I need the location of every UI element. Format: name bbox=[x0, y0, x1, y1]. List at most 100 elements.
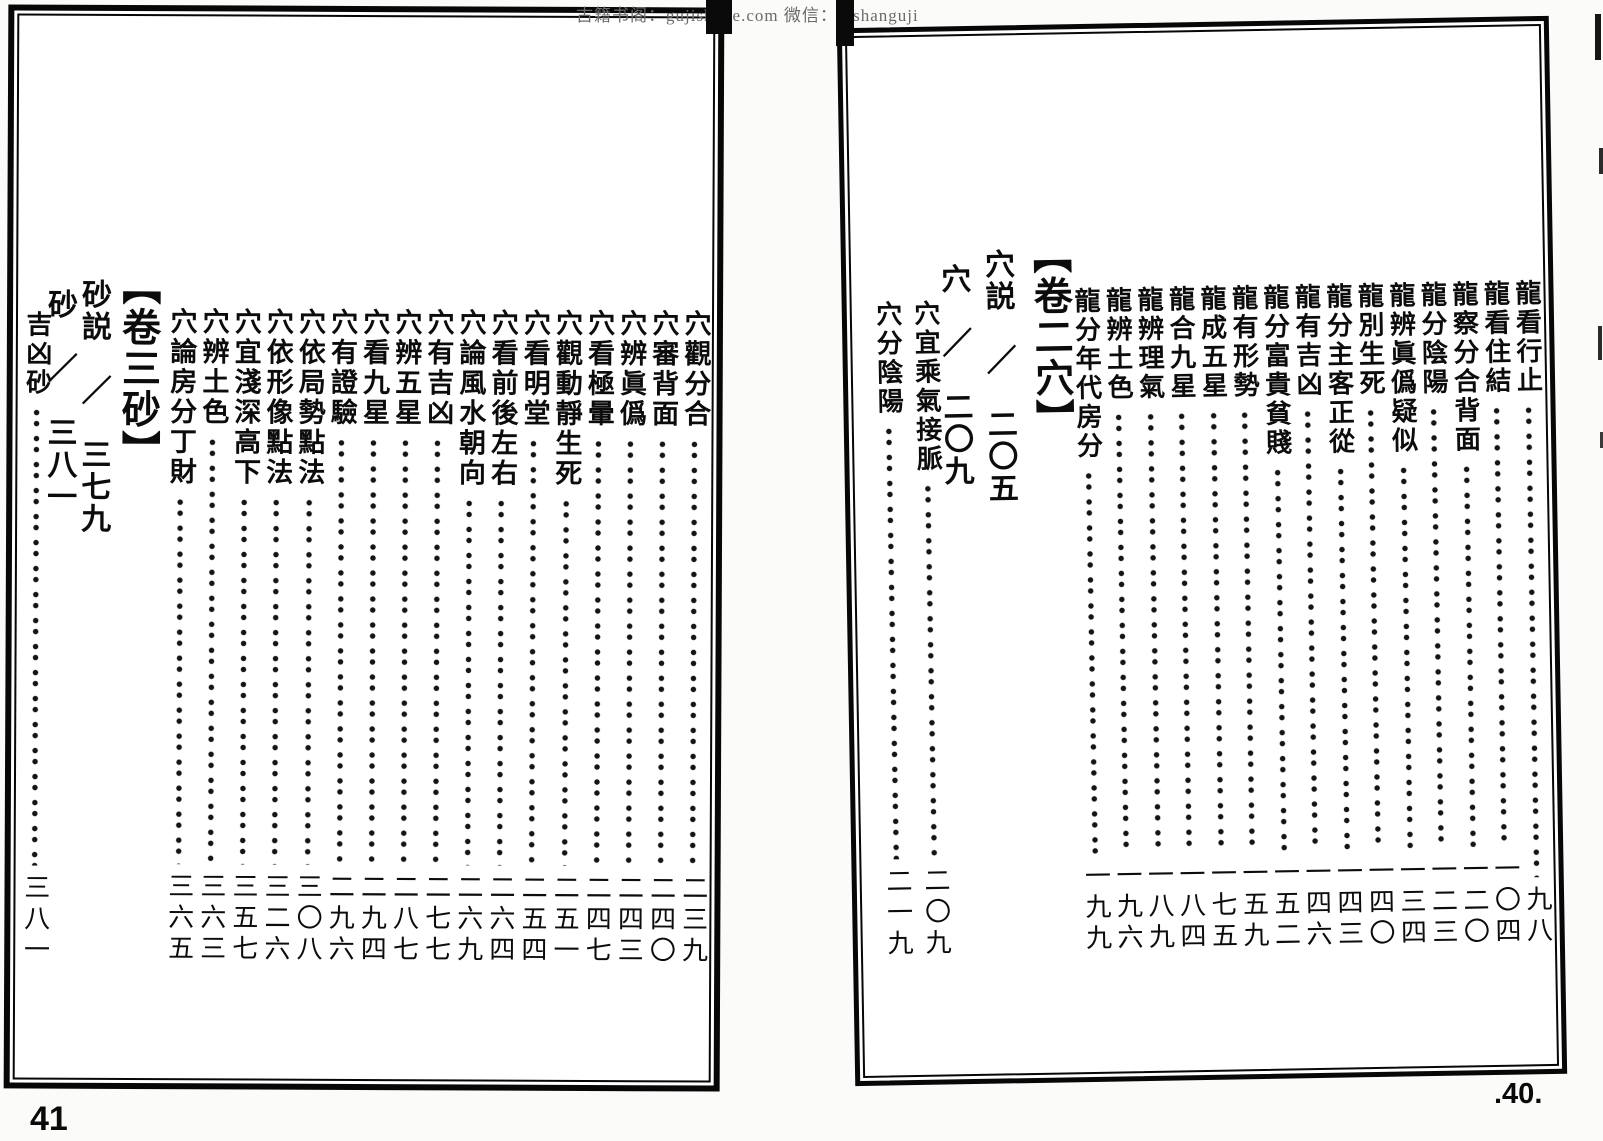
dotted-leader bbox=[621, 438, 638, 867]
toc-entry: 穴辨土色 三六三 bbox=[194, 307, 229, 965]
toc-entry-title: 穴辨土色 bbox=[198, 307, 229, 428]
toc-entry: 穴論房分丁財 三六五 bbox=[162, 307, 197, 965]
toc-entry-page: 一八九 bbox=[1144, 860, 1175, 955]
dotted-leader bbox=[1111, 411, 1134, 854]
toc-entry-title: 龍分年代房分 bbox=[1070, 286, 1103, 462]
toc-entry-page: 三〇八 bbox=[292, 872, 323, 966]
toc-entry-title: 穴依局勢點法 bbox=[294, 307, 326, 488]
dotted-leader bbox=[1426, 405, 1449, 848]
toc-entry-page: 二五四 bbox=[517, 873, 548, 967]
toc-entry-title: 龍合九星 bbox=[1165, 285, 1197, 402]
dotted-leader bbox=[364, 437, 381, 866]
toc-entry: 穴有吉凶 二七七 bbox=[419, 308, 454, 966]
toc-entry-title: 穴看九星 bbox=[358, 307, 390, 429]
scan-artifact bbox=[1599, 148, 1603, 174]
left-volume-heading: 【卷三砂】 bbox=[116, 265, 160, 472]
dotted-leader bbox=[1520, 404, 1544, 878]
dotted-leader bbox=[653, 438, 670, 867]
dotted-leader bbox=[235, 496, 252, 865]
dotted-leader bbox=[1333, 465, 1354, 850]
watermark-text: 古籍书阁：gujishuge.com 微信：yishanguji bbox=[576, 6, 919, 25]
toc-entry-page: 一八四 bbox=[1175, 860, 1207, 954]
dotted-leader bbox=[396, 437, 413, 866]
toc-entry-page: 一四〇 bbox=[1364, 856, 1396, 951]
dotted-leader bbox=[428, 437, 445, 866]
toc-entry-title: 龍辨土色 bbox=[1102, 286, 1134, 403]
toc-entry-title: 龍成五星 bbox=[1196, 284, 1228, 402]
toc-entry: 穴論風水朝向 二六九 bbox=[451, 308, 486, 966]
toc-entry: 穴辨眞僞 二四三 bbox=[612, 309, 647, 967]
toc-entry-title: 穴審背面 bbox=[647, 309, 679, 430]
toc-entry-title: 穴論風水朝向 bbox=[454, 308, 486, 489]
toc-entry-title: 龍辨理氣 bbox=[1133, 285, 1165, 403]
toc-entry-page: 一五二 bbox=[1270, 858, 1301, 952]
dotted-leader bbox=[1206, 409, 1228, 852]
toc-entry-page: 一四三 bbox=[1333, 857, 1364, 951]
toc-entry-page: 二四〇 bbox=[646, 874, 676, 968]
toc-entry: 穴看極暈 二四七 bbox=[580, 309, 615, 967]
toc-entry-page: 二一九 bbox=[882, 867, 914, 961]
toc-entry-page: 一五九 bbox=[1238, 858, 1270, 953]
toc-entry-page: 二五一 bbox=[549, 873, 580, 967]
toc-entry-page: 三六三 bbox=[196, 872, 227, 966]
toc-entry: 穴依局勢點法 三〇八 bbox=[291, 308, 326, 966]
toc-entry-title: 穴看前後左右 bbox=[487, 308, 518, 489]
dotted-leader bbox=[685, 438, 702, 867]
toc-entry-page: 三六五 bbox=[164, 872, 194, 966]
toc-entry-title: 龍看住結 bbox=[1480, 279, 1512, 397]
toc-entry: 穴審背面 二四〇 bbox=[644, 309, 679, 967]
toc-entry-title: 穴依形像點法 bbox=[262, 307, 293, 488]
toc-entry-title: 穴論房分丁財 bbox=[165, 307, 197, 488]
toc-entry-jixiongsha: 吉凶砂 三八一 bbox=[18, 311, 53, 967]
toc-entry-page: 二八七 bbox=[389, 873, 419, 967]
toc-entry-page: 三二六 bbox=[260, 872, 291, 966]
toc-entry-title: 穴辨五星 bbox=[390, 308, 422, 429]
dotted-leader bbox=[524, 437, 541, 866]
dotted-leader bbox=[557, 497, 573, 866]
toc-entry-title: 龍分主客正從 bbox=[1322, 282, 1355, 457]
toc-entry-title: 穴有吉凶 bbox=[423, 308, 454, 429]
right-side-entries: 穴宜乘氣接脈 二〇九 穴分陰陽 二一九 bbox=[871, 300, 953, 961]
toc-entry-title: 龍看行止 bbox=[1511, 279, 1543, 396]
right-page: 【卷二穴】 穴説 ／ 二〇五 穴 ／ 二〇九 穴宜乘氣接脈 二〇九 穴分陰陽 二一九… bbox=[836, 15, 1568, 1087]
toc-entry-title: 穴宜淺深高下 bbox=[230, 307, 261, 488]
toc-entry-title: 穴看明堂 bbox=[519, 308, 550, 429]
dotted-leader bbox=[920, 482, 942, 859]
printed-page-number-40: .40. bbox=[1494, 1078, 1543, 1110]
right-volume-heading: 【卷二穴】 bbox=[1027, 234, 1074, 440]
toc-entry-title: 穴觀動靜生死 bbox=[551, 308, 583, 489]
toc-entry-title: 穴有證驗 bbox=[326, 307, 358, 428]
toc-entry-page: 二四七 bbox=[582, 873, 612, 968]
dotted-leader bbox=[203, 436, 220, 865]
toc-entry-page: 二四三 bbox=[614, 874, 644, 968]
toc-entry-title: 龍察分合背面 bbox=[1448, 280, 1481, 455]
toc-entry: 穴宜淺深高下 三五七 bbox=[226, 307, 261, 965]
dotted-leader bbox=[1081, 469, 1102, 855]
dotted-leader bbox=[1489, 404, 1512, 847]
scan-artifact bbox=[1598, 326, 1602, 360]
toc-entry-title: 穴看極暈 bbox=[583, 308, 615, 430]
right-toc-entries: 龍看行止 九八 龍看住結 一〇四 龍察分合背面 一二〇 龍分陰陽 一二三 龍辨眞僞疑似一… bbox=[1069, 279, 1553, 955]
dotted-leader bbox=[1363, 406, 1386, 850]
toc-entry: 穴看九星 二九四 bbox=[355, 308, 390, 966]
toc-entry-page: 二九四 bbox=[357, 872, 387, 967]
toc-entry-page: 九八 bbox=[1522, 884, 1553, 948]
toc-entry: 穴有證驗 二九六 bbox=[323, 308, 358, 966]
scan-artifact bbox=[1595, 14, 1601, 60]
printed-page-number-41: 41 bbox=[30, 1100, 68, 1138]
dotted-leader bbox=[492, 497, 509, 866]
toc-entry-title: 龍分富貴貧賤 bbox=[1259, 283, 1292, 458]
toc-entry: 穴觀動靜生死 二五一 bbox=[548, 309, 583, 967]
left-page: 【卷三砂】 砂説 ／ 三七九 砂 ／ 三八一 吉凶砂 三八一 穴觀分合 二三九 穴… bbox=[3, 4, 725, 1092]
toc-entry-page: 二七七 bbox=[421, 873, 451, 967]
scan-border-corner-left bbox=[706, 0, 732, 34]
toc-entry-title: 龍分陰陽 bbox=[1417, 280, 1449, 398]
dotted-leader bbox=[171, 496, 188, 865]
dotted-leader bbox=[1396, 464, 1417, 849]
toc-entry-page: 一二〇 bbox=[1459, 855, 1490, 949]
toc-entry: 穴辨五星 二八七 bbox=[387, 308, 422, 966]
toc-entry-title: 吉凶砂 bbox=[22, 310, 52, 398]
toc-entry-page: 一七五 bbox=[1207, 859, 1238, 953]
toc-entry-title: 龍別生死 bbox=[1354, 281, 1386, 399]
